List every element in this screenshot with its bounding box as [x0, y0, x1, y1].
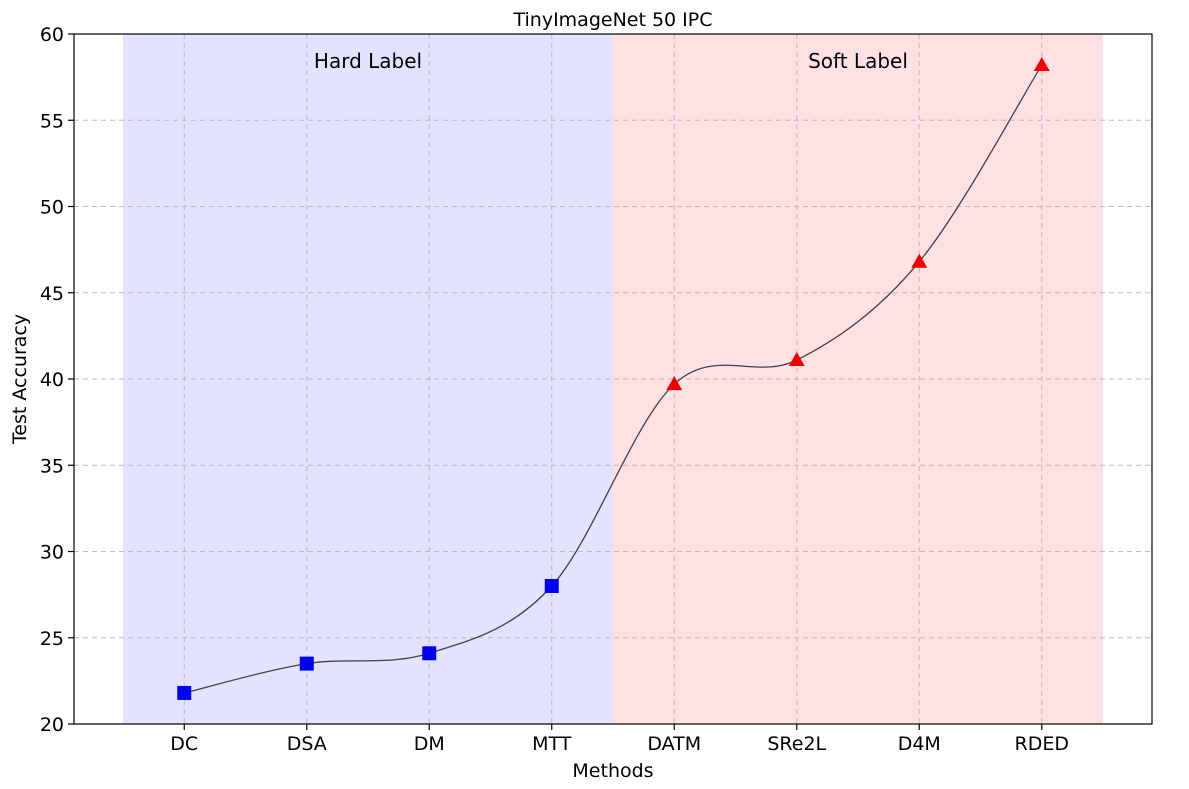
y-tick-label-7: 55 — [40, 110, 64, 132]
region-label-1: Soft Label — [808, 49, 908, 73]
x-tick-label-1: DSA — [287, 733, 327, 755]
y-tick-label-2: 30 — [40, 542, 64, 564]
x-tick-label-3: MTT — [532, 733, 572, 755]
region-labels: Hard Label Soft Label — [314, 49, 908, 73]
y-tick-label-8: 60 — [40, 24, 64, 46]
marker-dc — [177, 685, 192, 700]
y-tick-label-5: 45 — [40, 283, 64, 305]
x-tick-label-6: D4M — [898, 733, 941, 755]
x-axis-ticks: DC DSA DM MTT DATM SRe2L D4M RDED — [170, 724, 1069, 755]
marker-sre2l — [788, 352, 805, 367]
x-tick-label-5: SRe2L — [767, 733, 826, 755]
y-axis-label: Test Accuracy — [9, 314, 31, 445]
x-tick-label-0: DC — [170, 733, 198, 755]
marker-dsa — [299, 656, 314, 671]
x-tick-label-2: DM — [414, 733, 445, 755]
y-tick-label-4: 40 — [40, 369, 64, 391]
region-0 — [123, 34, 613, 724]
y-axis-ticks: 20 25 30 35 40 45 50 55 60 — [40, 24, 74, 736]
data-markers — [177, 57, 1050, 700]
marker-d4m — [911, 253, 928, 268]
region-label-0: Hard Label — [314, 49, 422, 73]
chart-title: TinyImageNet 50 IPC — [512, 9, 712, 31]
y-tick-label-0: 20 — [40, 714, 64, 736]
marker-datm — [666, 376, 683, 391]
marker-mtt — [544, 579, 559, 593]
x-tick-label-4: DATM — [647, 733, 701, 755]
y-tick-label-3: 35 — [40, 455, 64, 477]
x-axis-label: Methods — [572, 760, 653, 782]
marker-dm — [422, 646, 437, 661]
y-tick-label-6: 50 — [40, 197, 64, 219]
marker-rded — [1033, 57, 1050, 72]
x-tick-label-7: RDED — [1015, 733, 1069, 755]
y-tick-label-1: 25 — [40, 628, 64, 650]
